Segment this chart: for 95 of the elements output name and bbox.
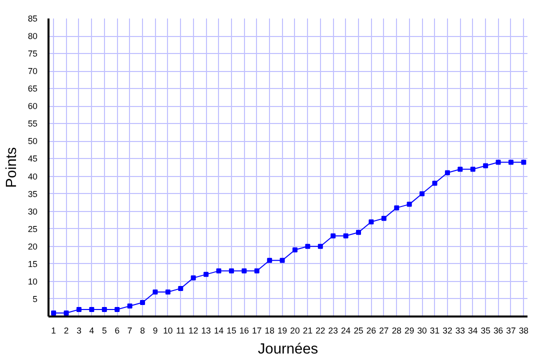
- x-tick-label: 26: [366, 326, 376, 336]
- x-tick-label: 10: [163, 326, 173, 336]
- x-tick-label: 38: [518, 326, 529, 336]
- point: [318, 244, 323, 249]
- x-tick-label: 32: [442, 326, 452, 336]
- point: [64, 310, 69, 316]
- y-tick-label: 75: [28, 48, 38, 59]
- x-tick-label: 12: [188, 326, 198, 336]
- point: [406, 202, 412, 207]
- point: [114, 306, 120, 312]
- point: [216, 268, 222, 274]
- point: [432, 180, 438, 186]
- point: [394, 205, 400, 210]
- x-tick-label: 7: [127, 326, 132, 336]
- point: [292, 247, 298, 252]
- x-tick-label: 30: [417, 326, 428, 336]
- x-tick-label: 25: [354, 326, 364, 336]
- point: [127, 303, 132, 308]
- x-tick-label: 2: [64, 326, 69, 336]
- point: [51, 310, 56, 316]
- y-tick-label: 65: [28, 84, 38, 94]
- y-tick-label: 20: [28, 241, 38, 252]
- y-axis-title: Points: [4, 147, 20, 188]
- point: [254, 268, 260, 274]
- point: [521, 160, 526, 165]
- y-tick-label: 30: [28, 206, 38, 216]
- point: [381, 216, 386, 221]
- x-tick-label: 28: [392, 326, 402, 336]
- y-tick-label: 25: [28, 224, 38, 234]
- x-tick-label: 21: [302, 326, 313, 336]
- y-tick-label: 80: [28, 31, 38, 42]
- point: [89, 306, 94, 312]
- point: [152, 289, 158, 294]
- x-tick-label: 22: [316, 326, 326, 336]
- x-tick-label: 5: [102, 326, 107, 336]
- x-tick-label: 31: [430, 326, 440, 336]
- point: [420, 191, 425, 196]
- point: [305, 244, 310, 249]
- point: [343, 233, 348, 238]
- x-tick-label: 16: [239, 326, 250, 336]
- point: [178, 286, 184, 291]
- point: [508, 160, 514, 165]
- point: [190, 275, 196, 280]
- x-tick-label: 9: [152, 326, 158, 336]
- y-tick-label: 40: [28, 171, 38, 182]
- x-tick-label: 13: [201, 326, 212, 336]
- x-tick-label: 37: [506, 326, 516, 336]
- x-tick-label: 15: [226, 326, 236, 336]
- point: [444, 170, 450, 176]
- point: [140, 300, 146, 305]
- x-tick-label: 4: [89, 326, 94, 336]
- y-tick-label: 70: [28, 66, 38, 76]
- x-tick-label: 1: [51, 326, 56, 336]
- point: [204, 272, 209, 277]
- point: [368, 219, 374, 224]
- y-tick-label: 5: [32, 294, 38, 304]
- x-tick-label: 27: [379, 326, 389, 336]
- x-tick-label: 36: [493, 326, 504, 336]
- point: [496, 160, 501, 165]
- y-tick-label: 50: [28, 136, 38, 146]
- y-tick-label: 35: [28, 188, 38, 199]
- point: [470, 166, 476, 172]
- point: [267, 258, 272, 263]
- y-tick-label: 85: [28, 14, 38, 24]
- point: [280, 258, 285, 263]
- y-tick-label: 45: [28, 154, 38, 164]
- point: [242, 268, 247, 274]
- x-tick-label: 14: [214, 326, 224, 336]
- x-tick-label: 29: [404, 326, 414, 336]
- point: [356, 230, 362, 235]
- x-tick-label: 23: [328, 326, 338, 336]
- point: [76, 306, 82, 312]
- x-tick-label: 11: [176, 326, 186, 336]
- y-tick-label: 10: [28, 276, 38, 286]
- y-tick-label: 60: [28, 101, 38, 112]
- x-tick-label: 6: [114, 326, 120, 336]
- x-axis-title: Journées: [258, 342, 318, 358]
- x-tick-label: 24: [340, 326, 351, 336]
- point: [330, 233, 336, 238]
- point: [228, 268, 234, 274]
- x-tick-label: 8: [140, 326, 146, 336]
- point: [165, 289, 170, 294]
- x-tick-label: 33: [455, 326, 466, 336]
- y-tick-label: 15: [28, 258, 38, 269]
- x-tick-label: 18: [264, 326, 275, 336]
- x-tick-label: 34: [468, 326, 478, 336]
- x-tick-label: 19: [277, 326, 288, 336]
- point: [458, 166, 463, 172]
- point: [483, 163, 488, 168]
- x-tick-label: 17: [252, 326, 262, 336]
- y-tick-label: 55: [28, 118, 38, 129]
- x-tick-label: 3: [76, 326, 82, 336]
- x-tick-label: 35: [480, 326, 491, 336]
- x-tick-label: 20: [290, 326, 300, 336]
- point: [102, 306, 107, 312]
